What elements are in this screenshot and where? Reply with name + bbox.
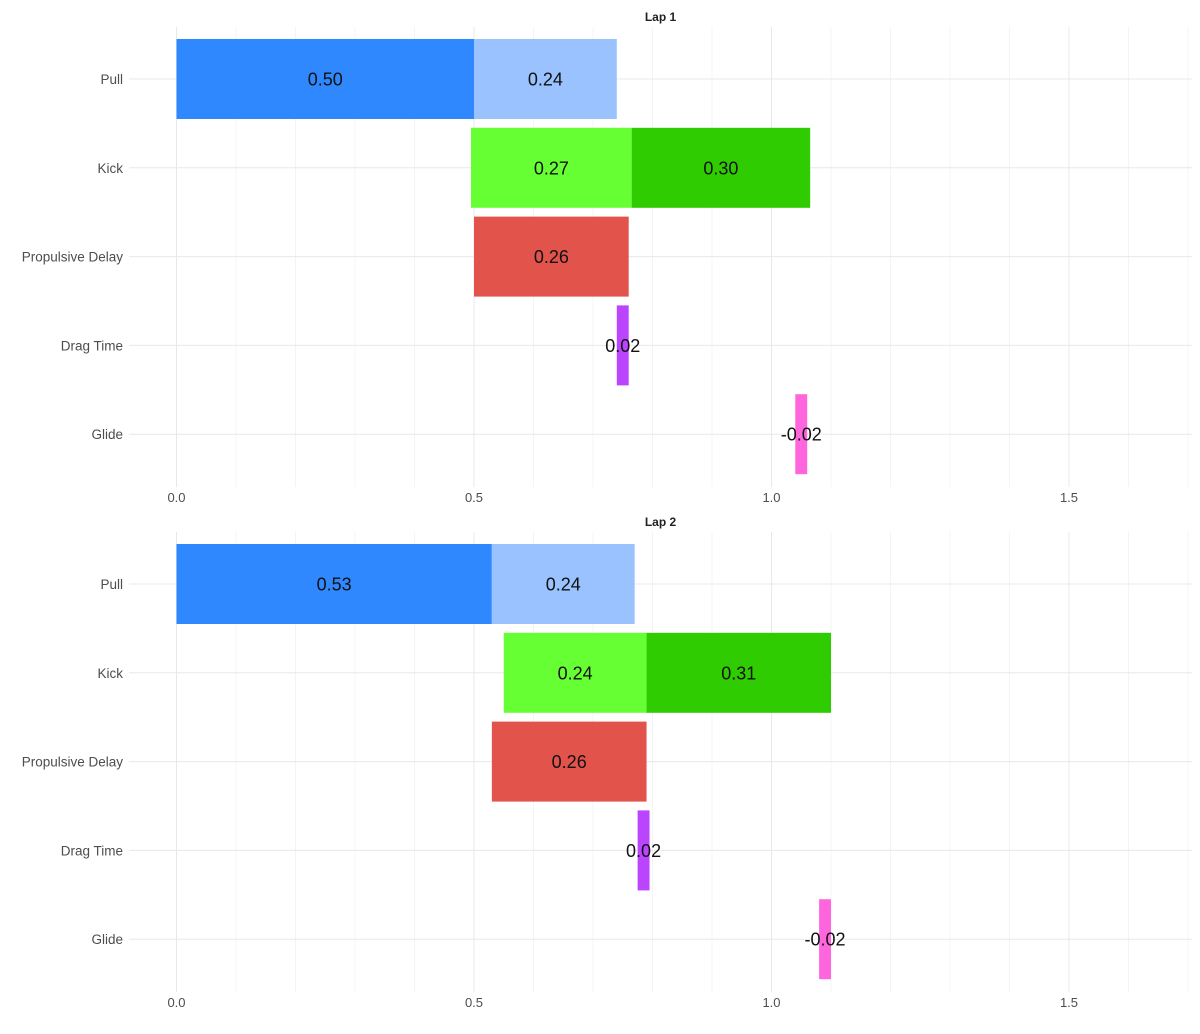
panel-title: Lap 2 xyxy=(645,515,677,529)
chart-panel: Lap 1 Pull Kick Propulsive Delay Drag Time Gl… xyxy=(22,10,1192,505)
bar-value-label: 0.02 xyxy=(626,841,661,861)
category-label: Kick xyxy=(97,161,123,176)
x-tick-label: 0.5 xyxy=(465,490,483,505)
bar-segment xyxy=(491,544,635,624)
bar-value-label: -0.02 xyxy=(805,930,846,950)
bar-segment xyxy=(631,127,811,208)
x-tick-label: 1.0 xyxy=(762,490,780,505)
x-tick-label: 1.5 xyxy=(1060,995,1078,1010)
bar-value-label: 0.26 xyxy=(552,752,587,772)
category-label: Drag Time xyxy=(61,843,123,858)
category-label: Pull xyxy=(100,577,123,592)
bar-value-label: 0.02 xyxy=(605,336,640,356)
bar-segment xyxy=(646,632,831,713)
bar-value-label: 0.31 xyxy=(721,663,756,683)
x-tick-label: 0.0 xyxy=(167,995,185,1010)
bar-segment xyxy=(176,544,492,624)
bar-segment xyxy=(471,127,632,208)
x-tick-label: 1.0 xyxy=(762,995,780,1010)
category-label: Propulsive Delay xyxy=(22,250,124,265)
bar-value-label: 0.26 xyxy=(534,247,569,267)
bar-segment xyxy=(637,810,650,891)
bar-segment xyxy=(819,899,831,980)
category-label: Drag Time xyxy=(61,338,123,353)
panel-title: Lap 1 xyxy=(645,10,677,24)
bar-segment xyxy=(795,394,808,475)
bar-value-label: 0.24 xyxy=(558,663,593,683)
bar-segment xyxy=(474,39,617,119)
x-tick-label: 0.5 xyxy=(465,995,483,1010)
category-label: Glide xyxy=(91,932,123,947)
bar-segment xyxy=(491,721,647,802)
bar-segment xyxy=(176,39,474,119)
bar-value-label: -0.02 xyxy=(781,425,822,445)
category-label: Pull xyxy=(100,72,123,87)
bar-value-label: 0.30 xyxy=(703,158,738,178)
chart-panel: Lap 2 Pull Kick Propulsive Delay Drag Time Gl… xyxy=(22,515,1192,1010)
bar-value-label: 0.27 xyxy=(534,158,569,178)
bar-value-label: 0.24 xyxy=(546,575,581,595)
x-tick-label: 0.0 xyxy=(167,490,185,505)
x-tick-label: 1.5 xyxy=(1060,490,1078,505)
category-label: Propulsive Delay xyxy=(22,755,124,770)
bar-value-label: 0.53 xyxy=(317,575,352,595)
bar-segment xyxy=(503,632,647,713)
bar-segment xyxy=(616,305,629,386)
bar-value-label: 0.50 xyxy=(308,70,343,90)
bar-value-label: 0.24 xyxy=(528,70,563,90)
category-label: Glide xyxy=(91,427,123,442)
bar-segment xyxy=(474,216,629,297)
category-label: Kick xyxy=(97,666,123,681)
